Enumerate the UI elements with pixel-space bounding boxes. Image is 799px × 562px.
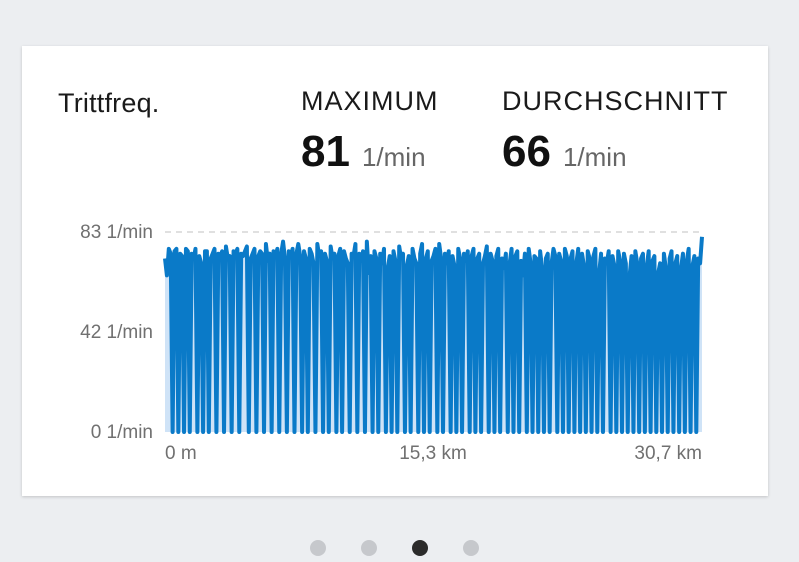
page-dot[interactable]	[412, 540, 428, 556]
x-tick-label: 0 m	[165, 443, 197, 464]
y-tick-label: 0 1/min	[91, 422, 153, 443]
page-dot[interactable]	[310, 540, 326, 556]
maximum-unit: 1/min	[361, 142, 426, 172]
average-label: DURCHSCHNITT	[502, 86, 729, 116]
plot-area	[163, 236, 704, 434]
cadence-chart: 83 1/min 42 1/min 0 1/min 0 m 15,3 km 30…	[80, 222, 704, 464]
maximum-label: MAXIMUM	[301, 86, 439, 116]
card-title: Trittfreq.	[58, 88, 160, 118]
average-unit: 1/min	[562, 142, 627, 172]
series-line	[163, 236, 704, 434]
page-dot[interactable]	[361, 540, 377, 556]
y-tick-label: 42 1/min	[80, 322, 153, 343]
cadence-card: Trittfreq. MAXIMUM 81 1/min DURCHSCHNITT …	[22, 46, 768, 496]
page-indicator	[0, 532, 799, 562]
maximum-value: 81	[301, 127, 350, 176]
page-dot[interactable]	[463, 540, 479, 556]
y-tick-label: 83 1/min	[80, 222, 153, 243]
maximum-stat: MAXIMUM 81 1/min	[301, 86, 439, 177]
x-tick-label: 15,3 km	[399, 443, 467, 464]
average-value: 66	[502, 127, 551, 176]
average-stat: DURCHSCHNITT 66 1/min	[502, 86, 728, 177]
x-tick-label: 30,7 km	[634, 443, 702, 464]
